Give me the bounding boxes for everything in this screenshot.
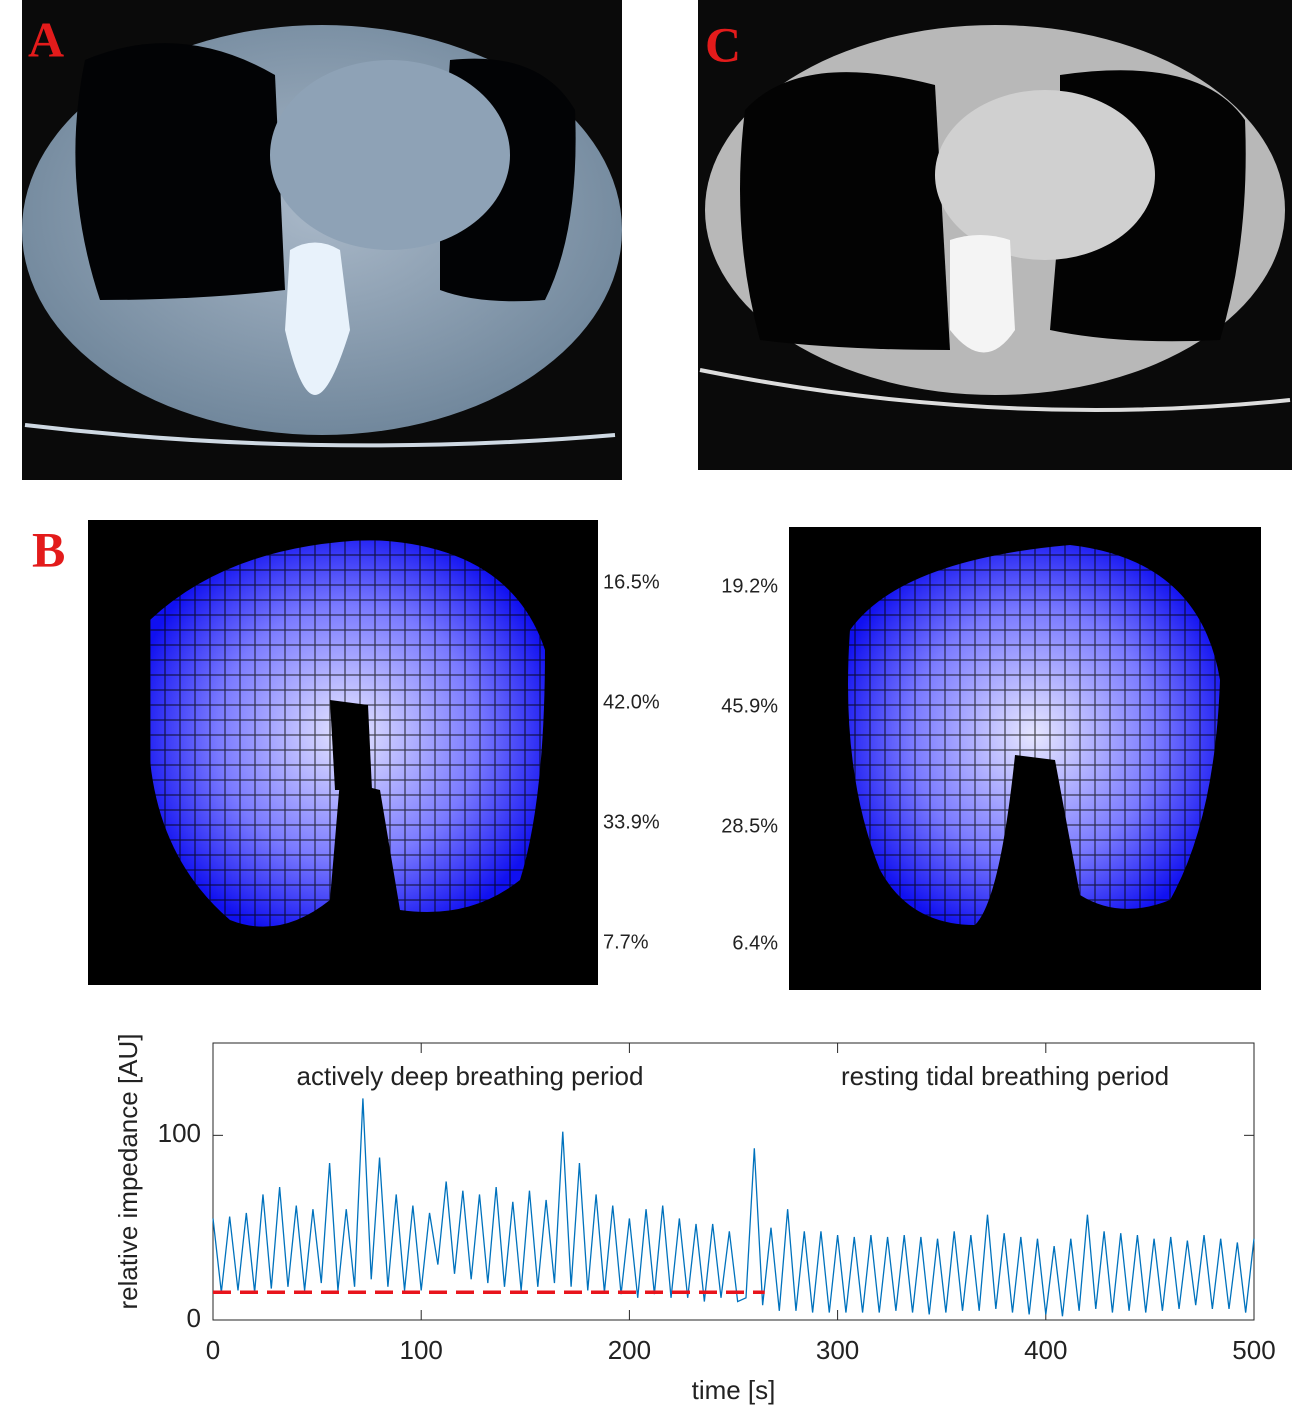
- x-tick-label: 300: [816, 1335, 859, 1365]
- ct-image-a: [22, 0, 622, 480]
- region-percentage: 7.7%: [603, 931, 649, 953]
- x-tick-label: 100: [400, 1335, 443, 1365]
- panel-label: B: [32, 521, 65, 577]
- eit-image-right: [789, 527, 1261, 990]
- y-tick-label: 100: [158, 1118, 201, 1148]
- panel-label: C: [705, 16, 741, 72]
- y-axis-label: relative impedance [AU]: [113, 1033, 143, 1309]
- x-tick-label: 0: [206, 1335, 220, 1365]
- panel-label: A: [28, 11, 64, 67]
- eit-image-left: [88, 520, 598, 985]
- region-percentage: 45.9%: [721, 695, 778, 717]
- annotation: actively deep breathing period: [297, 1061, 644, 1091]
- line-series: [212, 1098, 1255, 1317]
- annotation: resting tidal breathing period: [841, 1061, 1169, 1091]
- x-tick-label: 200: [608, 1335, 651, 1365]
- region-percentage: 6.4%: [732, 932, 778, 954]
- x-tick-label: 400: [1024, 1335, 1067, 1365]
- region-percentage: 28.5%: [721, 815, 778, 837]
- region-percentage: 42.0%: [603, 691, 660, 713]
- region-percentage: 33.9%: [603, 811, 660, 833]
- ct-image-c: [698, 0, 1292, 470]
- region-percentage: 16.5%: [603, 571, 660, 593]
- x-tick-label: 500: [1232, 1335, 1275, 1365]
- y-tick-label: 0: [187, 1303, 201, 1333]
- x-axis-label: time [s]: [692, 1375, 776, 1405]
- region-percentage: 19.2%: [721, 575, 778, 597]
